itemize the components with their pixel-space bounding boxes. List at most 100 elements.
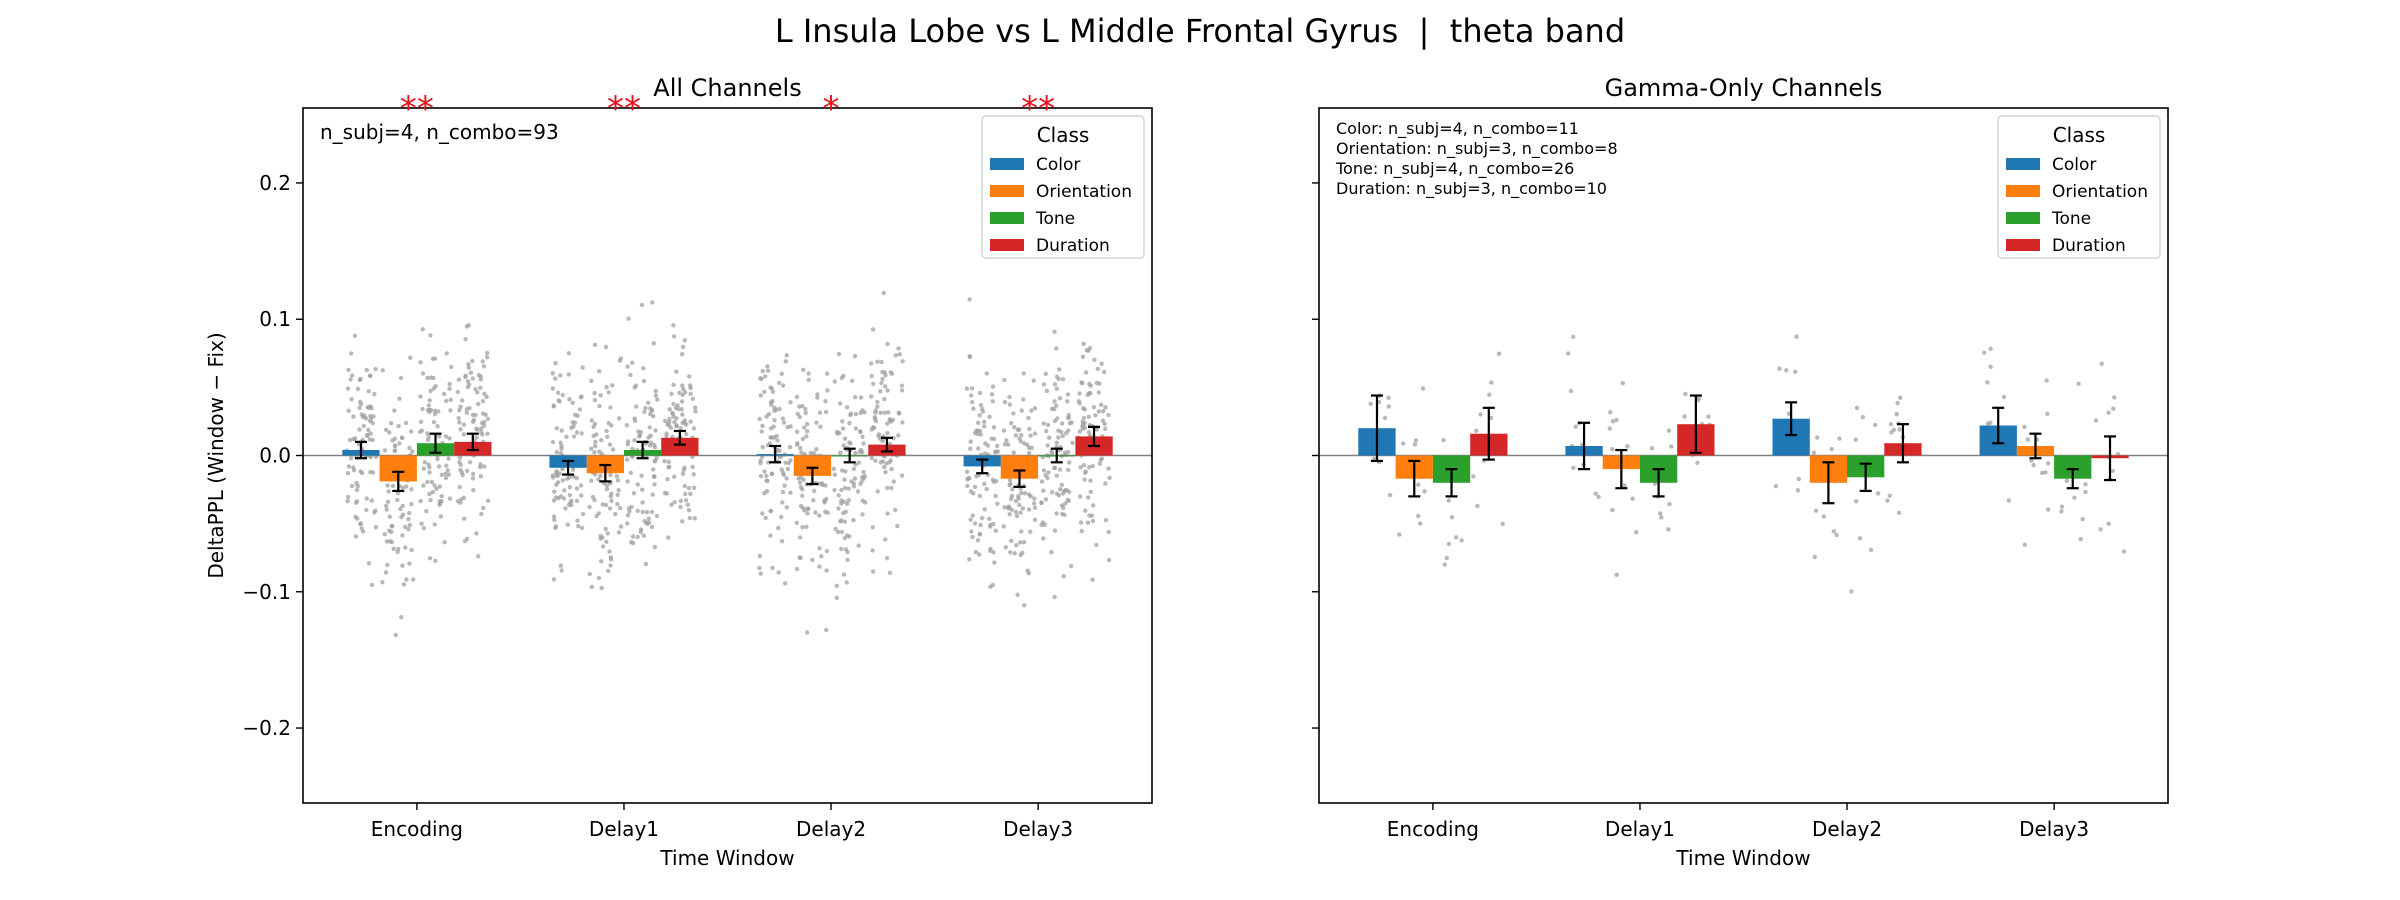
raw-point	[1085, 520, 1091, 525]
raw-point	[640, 509, 645, 515]
raw-point	[1041, 536, 1046, 541]
raw-point	[1571, 465, 1576, 470]
raw-point	[551, 577, 557, 582]
raw-point	[400, 533, 405, 538]
raw-point	[1821, 514, 1827, 519]
raw-point	[589, 478, 594, 483]
raw-point	[478, 385, 483, 390]
raw-point	[597, 369, 602, 374]
raw-point	[872, 416, 878, 421]
raw-point	[630, 540, 636, 546]
legend-swatch-orientation	[2006, 185, 2040, 197]
raw-point	[693, 405, 698, 410]
raw-point	[443, 475, 449, 481]
raw-point	[1795, 488, 1801, 493]
raw-point	[618, 356, 624, 361]
raw-point	[1593, 491, 1599, 496]
raw-point	[2022, 542, 2028, 547]
raw-point	[845, 501, 850, 506]
raw-point	[889, 485, 894, 491]
raw-point	[1086, 348, 1091, 353]
raw-point	[896, 433, 901, 438]
raw-point	[1044, 428, 1049, 434]
raw-point	[1093, 413, 1098, 418]
raw-point	[357, 377, 362, 383]
raw-point	[796, 476, 801, 481]
raw-point	[400, 503, 405, 509]
raw-point	[366, 427, 371, 433]
raw-point	[858, 395, 864, 400]
raw-point	[364, 496, 369, 501]
raw-point	[671, 323, 676, 328]
raw-point	[550, 475, 556, 480]
raw-point	[464, 468, 470, 474]
raw-point	[1614, 417, 1619, 423]
raw-point	[672, 499, 677, 505]
raw-point	[625, 364, 630, 369]
raw-point	[434, 486, 439, 491]
raw-point	[1896, 510, 1902, 515]
raw-point	[1106, 529, 1111, 535]
raw-point	[1811, 450, 1817, 455]
raw-point	[478, 377, 483, 382]
raw-point	[836, 506, 841, 511]
raw-point	[427, 398, 432, 403]
raw-point	[435, 456, 440, 462]
raw-point	[1085, 392, 1090, 398]
raw-point	[688, 391, 693, 396]
raw-point	[594, 432, 599, 437]
raw-point	[608, 563, 613, 568]
raw-point	[1091, 405, 1097, 410]
raw-point	[1649, 446, 1655, 451]
raw-point	[672, 419, 677, 425]
raw-point	[674, 369, 679, 374]
raw-point	[400, 512, 406, 517]
raw-point	[628, 372, 633, 378]
raw-point	[841, 499, 847, 504]
raw-point	[1076, 399, 1082, 404]
raw-point	[990, 582, 996, 588]
raw-point	[977, 413, 982, 418]
raw-point	[1400, 441, 1406, 446]
raw-point	[1610, 419, 1616, 424]
raw-point	[596, 575, 602, 581]
legend-swatch-color	[990, 158, 1024, 170]
raw-point	[991, 425, 997, 430]
raw-point	[438, 514, 444, 519]
raw-point	[968, 439, 973, 444]
raw-point	[651, 341, 656, 346]
raw-point	[686, 508, 692, 513]
raw-point	[832, 472, 837, 477]
raw-point	[390, 438, 395, 443]
raw-point	[1017, 502, 1022, 508]
raw-point	[970, 513, 975, 518]
raw-point	[784, 505, 789, 510]
raw-point	[824, 548, 830, 554]
raw-point	[372, 392, 377, 397]
raw-point	[1107, 475, 1112, 480]
raw-point	[797, 535, 803, 540]
raw-point	[604, 483, 610, 488]
raw-point	[1065, 392, 1071, 397]
raw-point	[2121, 549, 2127, 554]
raw-point	[632, 418, 638, 424]
raw-point	[1103, 426, 1108, 431]
raw-point	[1061, 505, 1066, 511]
raw-point	[980, 406, 985, 412]
raw-point	[2043, 470, 2048, 475]
raw-point	[1982, 350, 1987, 355]
raw-point	[1060, 433, 1066, 439]
raw-point	[457, 408, 462, 413]
raw-point	[421, 466, 426, 471]
legend-label: Tone	[2051, 209, 2091, 229]
raw-point	[988, 548, 993, 553]
y-tick-label: 0.2	[259, 171, 291, 195]
raw-point	[485, 355, 490, 360]
raw-point	[604, 384, 609, 390]
raw-point	[757, 416, 762, 422]
raw-point	[671, 334, 677, 339]
raw-point	[1081, 341, 1086, 346]
raw-point	[811, 498, 816, 503]
raw-point	[769, 471, 774, 476]
raw-point	[1096, 409, 1102, 414]
